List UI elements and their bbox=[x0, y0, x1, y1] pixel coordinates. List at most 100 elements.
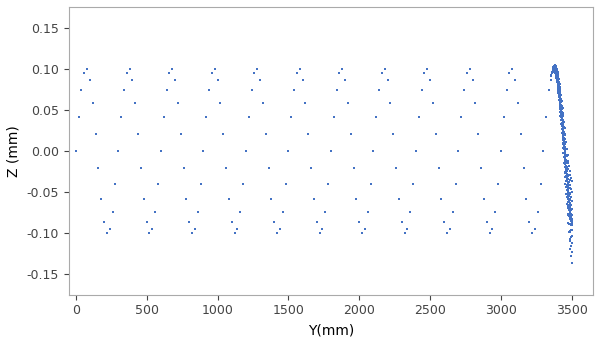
Point bbox=[371, 115, 381, 120]
Point bbox=[388, 131, 398, 137]
Point bbox=[164, 70, 174, 75]
Point bbox=[269, 219, 279, 225]
Point bbox=[196, 182, 205, 187]
Point bbox=[136, 165, 146, 171]
Point bbox=[233, 226, 242, 232]
Point bbox=[122, 70, 131, 75]
Point bbox=[230, 230, 239, 235]
Point bbox=[337, 66, 347, 72]
Point bbox=[560, 156, 570, 162]
Point bbox=[559, 155, 569, 160]
Point bbox=[566, 215, 576, 220]
Point bbox=[204, 87, 214, 93]
Point bbox=[530, 226, 540, 232]
Point bbox=[286, 115, 296, 120]
Point bbox=[91, 131, 100, 137]
Point bbox=[241, 148, 251, 154]
Point bbox=[431, 131, 440, 137]
Point bbox=[179, 165, 188, 171]
Point bbox=[496, 148, 506, 154]
Point bbox=[179, 165, 188, 171]
Point bbox=[406, 209, 415, 215]
Point bbox=[145, 230, 154, 235]
Point bbox=[199, 148, 208, 154]
Point bbox=[323, 182, 333, 187]
Point bbox=[312, 219, 322, 225]
Point bbox=[113, 148, 123, 154]
Point bbox=[485, 230, 494, 235]
Point bbox=[340, 77, 350, 83]
Point bbox=[100, 219, 109, 225]
Point bbox=[221, 165, 231, 171]
Point bbox=[91, 131, 100, 137]
Point bbox=[77, 87, 86, 93]
Point bbox=[125, 66, 134, 72]
Point bbox=[227, 219, 236, 225]
Point bbox=[476, 165, 486, 171]
Point bbox=[442, 230, 452, 235]
Point bbox=[94, 165, 103, 171]
Point bbox=[119, 87, 129, 93]
Point bbox=[499, 115, 509, 120]
Point bbox=[309, 196, 319, 202]
Point bbox=[462, 70, 472, 75]
Point bbox=[213, 77, 223, 83]
Point bbox=[326, 148, 335, 154]
Point bbox=[335, 70, 344, 75]
Point bbox=[541, 115, 551, 120]
Point bbox=[563, 187, 573, 192]
Point bbox=[549, 67, 559, 72]
Point bbox=[74, 115, 83, 120]
Point bbox=[329, 115, 338, 120]
Point bbox=[71, 148, 80, 154]
Point bbox=[100, 219, 109, 225]
Point bbox=[204, 87, 214, 93]
Point bbox=[374, 87, 384, 93]
Point bbox=[343, 100, 353, 105]
Point bbox=[164, 70, 174, 75]
Point bbox=[349, 165, 358, 171]
Point bbox=[567, 219, 577, 225]
Point bbox=[119, 87, 129, 93]
Point bbox=[394, 196, 404, 202]
Point bbox=[97, 196, 106, 202]
Point bbox=[560, 174, 570, 180]
Point bbox=[74, 115, 83, 120]
Point bbox=[403, 226, 412, 232]
Point bbox=[470, 100, 480, 105]
Point bbox=[448, 209, 458, 215]
Point bbox=[85, 77, 95, 83]
Point bbox=[167, 66, 177, 72]
Point bbox=[476, 165, 486, 171]
Point bbox=[551, 70, 561, 76]
Point bbox=[417, 87, 427, 93]
Point bbox=[145, 230, 154, 235]
Point bbox=[343, 100, 353, 105]
Point bbox=[366, 182, 376, 187]
Point bbox=[516, 131, 526, 137]
Point bbox=[335, 70, 344, 75]
Point bbox=[298, 77, 307, 83]
Point bbox=[549, 68, 559, 73]
Point bbox=[315, 230, 325, 235]
Point bbox=[255, 77, 265, 83]
Point bbox=[253, 66, 262, 72]
Point bbox=[454, 148, 463, 154]
Point bbox=[445, 226, 455, 232]
Point bbox=[411, 148, 421, 154]
Point bbox=[400, 230, 409, 235]
Point bbox=[516, 131, 526, 137]
Point bbox=[199, 148, 208, 154]
Point bbox=[227, 219, 236, 225]
Point bbox=[394, 196, 404, 202]
Y-axis label: Z (mm): Z (mm) bbox=[7, 125, 21, 177]
Point bbox=[505, 70, 514, 75]
Point bbox=[352, 196, 361, 202]
Point bbox=[530, 226, 540, 232]
Point bbox=[193, 209, 202, 215]
Point bbox=[547, 73, 556, 78]
Point bbox=[516, 131, 526, 137]
Point bbox=[317, 226, 327, 232]
Point bbox=[417, 87, 427, 93]
Point bbox=[355, 219, 364, 225]
